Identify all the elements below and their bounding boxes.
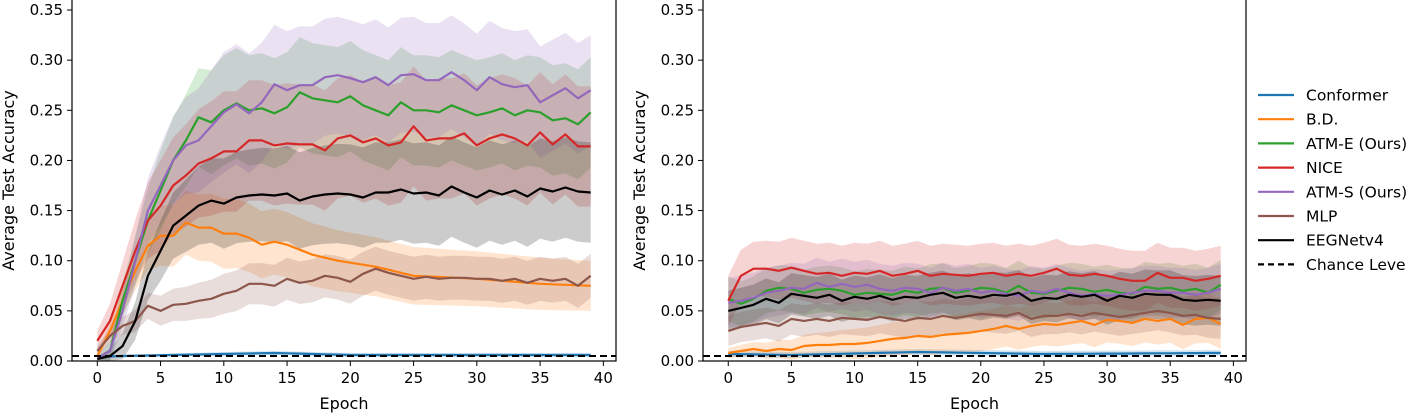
band-atm-s-ours- <box>97 15 591 361</box>
x-tick-label: 10 <box>214 369 233 387</box>
series-line-atm-e-ours- <box>96 91 592 359</box>
plot-frame <box>71 0 617 362</box>
x-tick-label: 30 <box>467 369 486 387</box>
legend-label: Conformer <box>1306 87 1389 105</box>
legend-label: EEGNetv4 <box>1306 232 1384 250</box>
y-tick-label: 0.15 <box>661 202 694 220</box>
x-tick-label: 10 <box>845 369 864 387</box>
series-line-conformer <box>728 350 1221 357</box>
x-tick-label: 5 <box>787 369 797 387</box>
series-line-b-d- <box>96 221 591 357</box>
x-tick-label: 40 <box>1224 369 1243 387</box>
legend-label: NICE <box>1306 159 1343 177</box>
series-line-eegnetv4 <box>97 185 591 361</box>
series-line-eegnetv4 <box>728 291 1221 312</box>
band-atm-e-ours- <box>97 37 591 361</box>
y-tick-label: 0.35 <box>30 1 63 19</box>
y-axis-label: Average Test Accuracy <box>630 90 649 270</box>
y-tick-label: 0.25 <box>30 101 63 119</box>
band-eegnetv4 <box>97 136 591 361</box>
series-line-nice <box>727 266 1221 302</box>
series-line-conformer <box>97 351 591 359</box>
y-tick-label: 0.30 <box>30 51 63 69</box>
x-tick-label: 0 <box>723 369 733 387</box>
x-tick-label: 20 <box>341 369 360 387</box>
y-tick-label: 0.00 <box>661 352 694 370</box>
y-tick-label: 0.10 <box>661 252 694 270</box>
series-line-b-d- <box>728 316 1222 355</box>
series-line-atm-e-ours- <box>727 283 1222 305</box>
series-line-mlp <box>727 309 1221 332</box>
legend: Conformer B.D. ATM-E (Ours) NICE ATM-S (Ours… <box>1258 87 1407 274</box>
y-tick-label: 0.05 <box>30 302 63 320</box>
x-tick-label: 0 <box>93 369 103 387</box>
y-tick-label: 0.20 <box>30 151 63 169</box>
y-axis-label: Average Test Accuracy <box>0 90 18 270</box>
y-tick-label: 0.20 <box>661 151 694 169</box>
y-tick-label: 0.35 <box>661 1 694 19</box>
legend-label: ATM-E (Ours) <box>1306 135 1407 153</box>
y-tick-label: 0.30 <box>661 51 694 69</box>
x-tick-label: 40 <box>594 369 613 387</box>
x-tick-label: 5 <box>156 369 166 387</box>
band-eegnetv4 <box>728 269 1221 331</box>
band-mlp <box>97 246 591 356</box>
left-chart-panel: 0.00 0.05 0.10 0.15 0.20 0.25 0.30 0.35 0 5 10 15 20… <box>0 0 617 413</box>
legend-label: Chance Leve <box>1306 256 1406 274</box>
x-axis-label: Epoch <box>950 394 999 413</box>
right-chart-panel: 0.00 0.05 0.10 0.15 0.20 0.25 0.30 0.35 0 5 10 15 20… <box>630 0 1247 413</box>
y-tick-label: 0.15 <box>30 202 63 220</box>
band-mlp <box>728 291 1221 346</box>
legend-label: ATM-S (Ours) <box>1306 183 1407 201</box>
series-line-atm-s-ours- <box>728 281 1222 304</box>
y-tick-label: 0.25 <box>661 101 694 119</box>
x-tick-label: 35 <box>531 369 550 387</box>
x-tick-label: 25 <box>1034 369 1053 387</box>
x-tick-label: 15 <box>278 369 297 387</box>
x-tick-label: 30 <box>1098 369 1117 387</box>
plot-frame <box>702 0 1247 362</box>
x-tick-label: 25 <box>404 369 423 387</box>
legend-label: MLP <box>1306 208 1337 226</box>
series-line-nice <box>96 125 591 342</box>
y-tick-label: 0.05 <box>661 302 694 320</box>
series-line-mlp <box>96 267 592 352</box>
legend-label: B.D. <box>1306 111 1338 129</box>
band-atm-e-ours- <box>728 259 1221 327</box>
x-tick-label: 35 <box>1161 369 1180 387</box>
x-axis-label: Epoch <box>320 394 369 413</box>
series-line-atm-s-ours- <box>96 71 592 359</box>
y-tick-label: 0.00 <box>30 352 63 370</box>
y-tick-label: 0.10 <box>30 252 63 270</box>
x-tick-label: 15 <box>908 369 927 387</box>
band-nice <box>728 237 1221 326</box>
x-tick-label: 20 <box>971 369 990 387</box>
